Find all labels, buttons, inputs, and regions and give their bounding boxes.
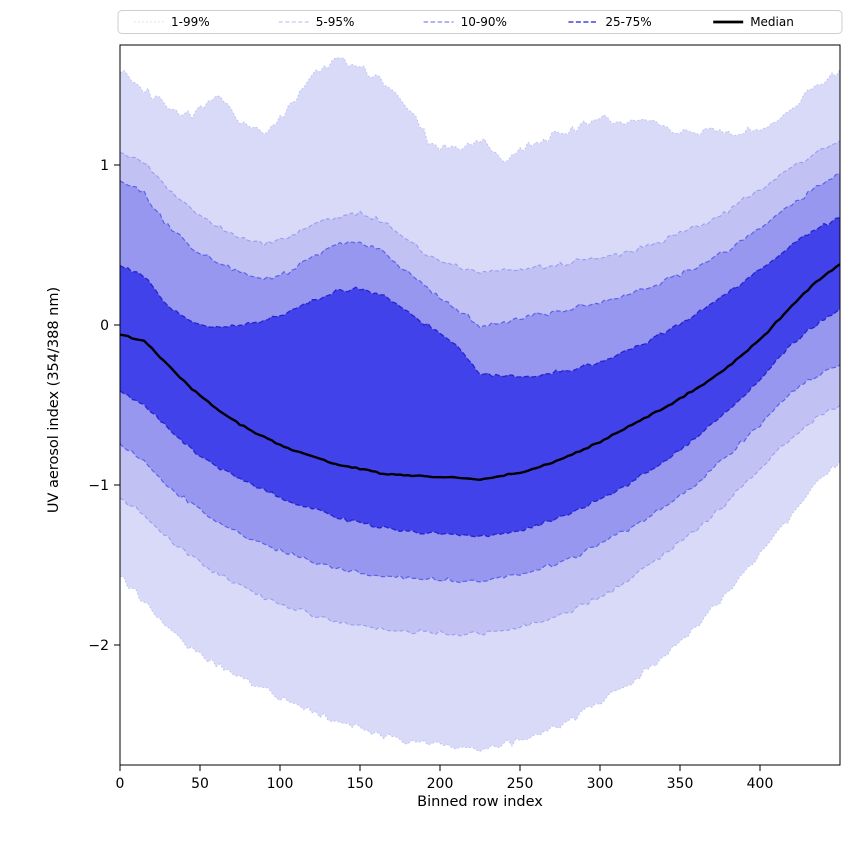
x-tick-label: 0 bbox=[116, 776, 125, 792]
legend-item: 25-75% bbox=[568, 15, 652, 29]
x-tick-label: 400 bbox=[747, 776, 774, 792]
band-25-75%-fill bbox=[120, 217, 840, 537]
band-1-99%-upper-edge bbox=[120, 57, 840, 163]
x-tick-label: 150 bbox=[347, 776, 374, 792]
x-axis-label: Binned row index bbox=[417, 794, 543, 810]
x-tick-label: 350 bbox=[667, 776, 694, 792]
legend: 1-99% 5-95% 10-90% 25-75% Median bbox=[117, 10, 843, 34]
x-tick-label: 200 bbox=[427, 776, 454, 792]
legend-item-label: Median bbox=[750, 15, 794, 29]
legend-item: Median bbox=[713, 15, 794, 29]
x-tick-label: 100 bbox=[267, 776, 294, 792]
legend-item: 10-90% bbox=[423, 15, 507, 29]
band-5-95%-upper-edge bbox=[120, 140, 840, 275]
legend-item: 1-99% bbox=[134, 15, 210, 29]
y-tick-label: −2 bbox=[88, 638, 109, 654]
y-tick-label: 1 bbox=[100, 158, 109, 174]
legend-item-label: 5-95% bbox=[316, 15, 355, 29]
ticks-layer: 0 50 100 150 200 250 300 350 400 −2 −1 0 1 bbox=[88, 158, 773, 792]
plot-frame bbox=[119, 44, 841, 766]
x-tick-label: 300 bbox=[587, 776, 614, 792]
bands-layer bbox=[120, 57, 840, 753]
legend-box bbox=[117, 10, 843, 34]
x-tick-label: 50 bbox=[191, 776, 209, 792]
band-5-95%-lower-edge bbox=[120, 404, 840, 637]
band-25-75%-lower-edge bbox=[120, 308, 840, 538]
band-1-99%-lower-edge bbox=[120, 460, 840, 753]
legend-item: 5-95% bbox=[278, 15, 355, 29]
y-tick-label: −1 bbox=[88, 478, 109, 494]
y-tick-label: 0 bbox=[100, 318, 109, 334]
legend-item-label: 1-99% bbox=[171, 15, 210, 29]
legend-item-label: 25-75% bbox=[605, 15, 651, 29]
legend-item-label: 10-90% bbox=[461, 15, 507, 29]
y-axis-label: UV aerosol index (354/388 nm) bbox=[46, 287, 62, 513]
band-10-90%-lower-edge bbox=[120, 364, 840, 584]
band-10-90%-upper-edge bbox=[120, 172, 840, 329]
x-tick-label: 250 bbox=[507, 776, 534, 792]
median-line bbox=[120, 263, 840, 481]
band-25-75%-upper-edge bbox=[120, 217, 840, 378]
